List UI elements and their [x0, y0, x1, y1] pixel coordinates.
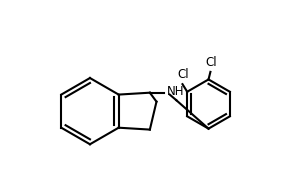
Text: Cl: Cl	[178, 68, 189, 81]
Text: Cl: Cl	[206, 56, 217, 69]
Text: NH: NH	[167, 85, 184, 98]
